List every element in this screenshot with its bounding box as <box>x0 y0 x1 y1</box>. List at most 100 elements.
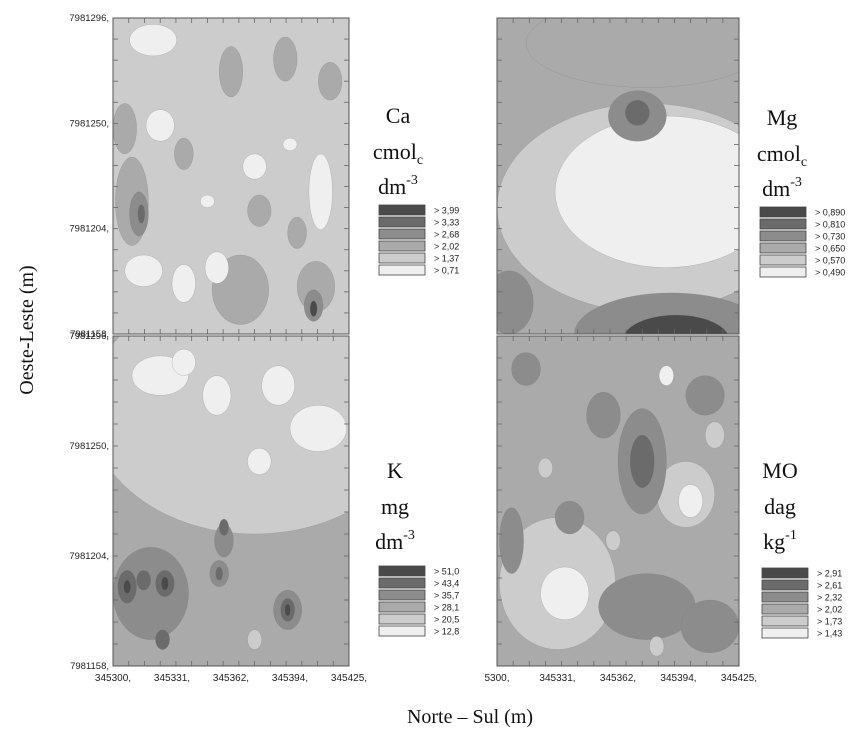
legend-label: > 2,32 <box>817 593 842 603</box>
x-tick-label: 345331, <box>154 673 190 684</box>
contour-zone <box>174 137 194 170</box>
unit-label: cmolc <box>757 141 807 170</box>
contour-zone <box>625 99 650 126</box>
contour-zone <box>218 46 243 98</box>
legend-swatch <box>759 218 807 230</box>
contour-zone <box>273 36 298 82</box>
contour-zone <box>680 599 739 653</box>
unit-label: cmolc <box>373 139 423 168</box>
legend-label: > 2,02 <box>434 242 459 252</box>
legend-label: > 51,0 <box>434 567 459 577</box>
legend-swatch <box>759 254 807 266</box>
legend-label: > 0,71 <box>434 266 459 276</box>
y-tick-label: 7981158, <box>70 661 109 672</box>
legend-k: > 51,0 > 43,4 > 35,7 > 28,1 > 20,5 > 12,8 <box>378 565 459 637</box>
contour-zone <box>685 375 725 416</box>
unit-label: dag <box>764 494 796 519</box>
legend-swatch <box>378 625 426 637</box>
legend-swatch <box>761 627 809 639</box>
contour-zone <box>145 109 175 142</box>
x-tick-label: 345425, <box>721 673 757 684</box>
contour-zone <box>287 216 307 249</box>
legend-swatch <box>378 589 426 601</box>
x-tick-label: 345394, <box>272 673 308 684</box>
legend-swatch <box>378 228 426 240</box>
y-tick-label: 7981296, <box>69 13 109 24</box>
figure-y-axis-label: Oeste-Leste (m) <box>16 265 38 394</box>
contour-zone <box>629 434 655 488</box>
variable-label: MO <box>762 458 797 483</box>
map-panel-mo <box>497 336 739 666</box>
contour-zone <box>540 566 590 620</box>
legend-swatch <box>761 579 809 591</box>
contour-zone <box>247 629 262 650</box>
legend-label: > 2,68 <box>434 230 459 240</box>
contour-zone <box>309 300 318 317</box>
legend-label: > 0,810 <box>815 220 845 230</box>
contour-zone <box>124 254 163 287</box>
unit-label: mg <box>381 494 409 519</box>
legend-label: > 3,99 <box>434 206 459 216</box>
variable-label: K <box>387 458 403 483</box>
legend-swatch <box>761 567 809 579</box>
legend-label: > 35,7 <box>434 591 459 601</box>
contour-zone <box>155 629 170 650</box>
contour-zone <box>605 530 621 551</box>
contour-zone <box>123 580 131 594</box>
unit-label: kg-1 <box>763 528 797 554</box>
legend-label: > 2,91 <box>817 569 842 579</box>
map-frame <box>496 335 740 667</box>
legend-label: > 0,890 <box>815 208 845 218</box>
contour-zone <box>129 24 177 57</box>
legend-swatch <box>761 603 809 615</box>
y-tick-label: 7981250, <box>69 441 109 452</box>
legend-swatch <box>759 230 807 242</box>
legend-label: > 0,650 <box>815 244 845 254</box>
unit-label: dm-3 <box>375 528 415 554</box>
contour-zone <box>204 251 229 284</box>
contour-zone <box>218 518 229 536</box>
legend-label: > 1,43 <box>817 629 842 639</box>
x-tick-label: 345300, <box>95 673 131 684</box>
contour-zone <box>678 484 703 518</box>
y-tick-label: 7981158, <box>70 329 109 340</box>
unit-subscript: c <box>417 153 423 168</box>
unit-superscript: -1 <box>785 528 797 543</box>
contour-zone <box>318 62 343 101</box>
legend-label: > 28,1 <box>434 603 459 613</box>
legend-label: > 2,61 <box>817 581 842 591</box>
legend-label: > 1,73 <box>817 617 842 627</box>
contour-zone <box>554 500 585 535</box>
contour-zone <box>137 204 146 224</box>
unit-label: dm-3 <box>378 173 418 199</box>
unit-superscript: -3 <box>790 175 802 190</box>
legend-mo: > 2,91 > 2,61 > 2,32 > 2,02 > 1,73 > 1,43 <box>761 567 842 639</box>
contour-zone <box>161 576 169 591</box>
y-tick-label: 7981204, <box>69 551 109 562</box>
legend-swatch <box>378 252 426 264</box>
contour-zone <box>598 573 696 640</box>
contour-zone <box>284 603 291 617</box>
variable-label: Ca <box>386 103 411 128</box>
map-frame <box>112 17 350 335</box>
x-tick-label: 345394, <box>660 673 696 684</box>
x-tick-label: 345331, <box>539 673 575 684</box>
legend-label: > 3,33 <box>434 218 459 228</box>
map-frame <box>112 335 350 667</box>
contour-zone <box>624 314 728 334</box>
contour-zone <box>200 194 215 208</box>
contour-zone <box>282 137 298 151</box>
x-tick-label: 345362, <box>213 673 249 684</box>
map-panel-mg <box>497 18 739 334</box>
legend-label: > 1,37 <box>434 254 459 264</box>
legend-label: > 0,570 <box>815 256 845 266</box>
figure-x-axis-label: Norte – Sul (m) <box>407 706 533 728</box>
contour-zone <box>554 115 739 268</box>
contour-zone <box>586 391 621 439</box>
legend-swatch <box>378 601 426 613</box>
contour-zone <box>649 636 665 657</box>
legend-label: > 43,4 <box>434 579 459 589</box>
unit-superscript: -3 <box>403 528 415 543</box>
contour-zone <box>658 365 674 386</box>
